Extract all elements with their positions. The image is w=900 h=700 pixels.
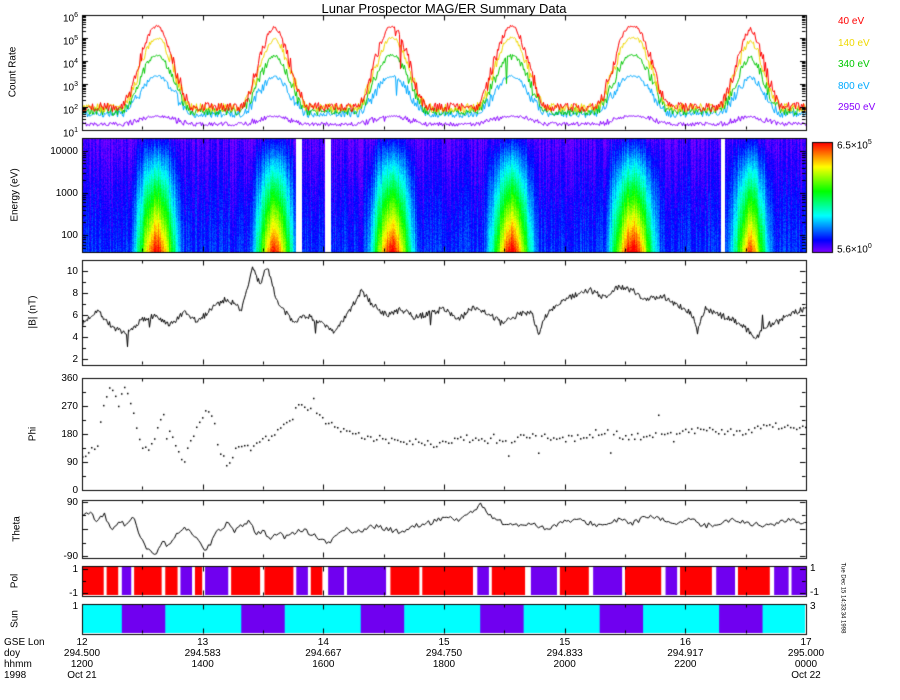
legend-item: 140 eV bbox=[838, 37, 870, 49]
bmag-y-tick-label: 6 bbox=[72, 310, 78, 322]
phi-y-tick-label: 0 bbox=[72, 485, 78, 496]
x-tick-label: 2200 bbox=[674, 659, 697, 670]
x-tick-label: Oct 21 bbox=[67, 670, 97, 681]
count_rate-y-tick-label: 101 bbox=[62, 127, 78, 140]
colorbar-max-label: 6.5×105 bbox=[837, 139, 872, 152]
y-axis-title-theta: Theta bbox=[11, 516, 23, 542]
chart-title: Lunar Prospector MAG/ER Summary Data bbox=[321, 1, 567, 16]
x-tick-label: 294.917 bbox=[667, 648, 704, 659]
x-tick-label: 12 bbox=[76, 637, 88, 648]
phi-y-tick-label: 180 bbox=[61, 429, 78, 440]
x-tick-label: 2000 bbox=[553, 659, 576, 670]
x-tick-label: 1200 bbox=[70, 659, 94, 670]
x-tick-label: 294.750 bbox=[425, 648, 463, 659]
y-axis-title-pol: Pol bbox=[9, 573, 21, 589]
x-tick-label: 0000 bbox=[794, 659, 818, 670]
count_rate-y-tick-label: 103 bbox=[62, 81, 78, 94]
theta-y-tick-label: 90 bbox=[66, 496, 78, 508]
x-tick-label: 13 bbox=[197, 637, 209, 648]
energy-y-tick-label: 100 bbox=[61, 230, 78, 242]
energy-y-tick-label: 1000 bbox=[55, 187, 78, 199]
pol-y-tick-label: 1 bbox=[72, 564, 78, 576]
legend-item: 40 eV bbox=[838, 16, 865, 27]
x-tick-label: 1400 bbox=[191, 659, 214, 670]
y-axis-title-sun: Sun bbox=[9, 610, 21, 628]
x-axis-row-label: hhmm bbox=[4, 659, 32, 670]
x-tick-label: 294.500 bbox=[63, 648, 101, 659]
legend-item: 2950 eV bbox=[838, 102, 876, 113]
bmag-y-tick-label: 8 bbox=[72, 288, 78, 300]
x-tick-label: 16 bbox=[679, 637, 691, 648]
bmag-y-tick-label: 2 bbox=[72, 354, 78, 366]
x-tick-label: 295.000 bbox=[787, 648, 825, 659]
theta-y-tick-label: -90 bbox=[63, 551, 78, 563]
phi-y-tick-label: 360 bbox=[61, 373, 78, 384]
pol-y-tick-label: -1 bbox=[69, 587, 78, 599]
x-tick-label: 15 bbox=[438, 637, 450, 648]
phi-y-tick-label: 270 bbox=[61, 401, 78, 412]
phi-y-tick-label: 90 bbox=[66, 457, 78, 468]
energy-y-tick-label: 10000 bbox=[50, 145, 78, 157]
pol-right-tick-label: -1 bbox=[810, 587, 819, 598]
legend-item: 340 eV bbox=[838, 59, 870, 70]
y-axis-title-count-rate: Count Rate bbox=[7, 46, 19, 98]
sun-y-tick-label: 1 bbox=[72, 601, 78, 612]
x-tick-label: 17 bbox=[800, 637, 812, 648]
x-tick-label: 294.833 bbox=[546, 648, 583, 659]
x-tick-label: 1600 bbox=[312, 659, 335, 670]
x-tick-label: 294.583 bbox=[184, 648, 221, 659]
sun-right-tick-label: 3 bbox=[810, 601, 816, 612]
colorbar-min-label: 5.6×100 bbox=[837, 243, 872, 256]
y-axis-title-energy: Energy (eV) bbox=[9, 168, 21, 222]
x-tick-label: 15 bbox=[559, 637, 571, 648]
pol-right-tick-label: 1 bbox=[810, 563, 816, 574]
x-tick-label: 294.667 bbox=[305, 648, 342, 659]
plot-timestamp: Tue Dec 15 14:33:34 1998 bbox=[839, 562, 846, 634]
count_rate-y-tick-label: 102 bbox=[62, 104, 78, 117]
x-tick-label: 1800 bbox=[432, 659, 456, 670]
count_rate-y-tick-label: 106 bbox=[62, 12, 78, 25]
bmag-y-tick-label: 4 bbox=[72, 332, 78, 344]
legend-item: 800 eV bbox=[838, 80, 870, 92]
x-axis-row-label: 1998 bbox=[4, 670, 27, 681]
bmag-y-tick-label: 10 bbox=[66, 266, 78, 278]
x-axis-row-label: GSE Lon bbox=[4, 637, 45, 648]
count_rate-y-tick-label: 104 bbox=[62, 58, 78, 71]
count_rate-y-tick-label: 105 bbox=[62, 35, 78, 48]
x-axis-row-label: doy bbox=[4, 648, 21, 659]
x-tick-label: 14 bbox=[317, 637, 329, 648]
x-tick-label: Oct 22 bbox=[791, 670, 821, 681]
